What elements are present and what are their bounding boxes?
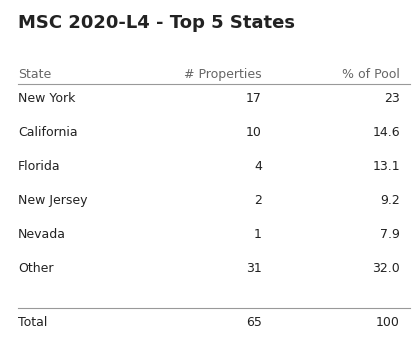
Text: 4: 4 bbox=[254, 160, 262, 173]
Text: 10: 10 bbox=[246, 126, 262, 139]
Text: California: California bbox=[18, 126, 78, 139]
Text: 14.6: 14.6 bbox=[373, 126, 400, 139]
Text: 32.0: 32.0 bbox=[372, 262, 400, 275]
Text: 13.1: 13.1 bbox=[373, 160, 400, 173]
Text: Florida: Florida bbox=[18, 160, 60, 173]
Text: % of Pool: % of Pool bbox=[342, 68, 400, 81]
Text: New Jersey: New Jersey bbox=[18, 194, 87, 207]
Text: New York: New York bbox=[18, 92, 75, 105]
Text: # Properties: # Properties bbox=[184, 68, 262, 81]
Text: 31: 31 bbox=[246, 262, 262, 275]
Text: State: State bbox=[18, 68, 51, 81]
Text: Total: Total bbox=[18, 316, 47, 329]
Text: 23: 23 bbox=[384, 92, 400, 105]
Text: 2: 2 bbox=[254, 194, 262, 207]
Text: 100: 100 bbox=[376, 316, 400, 329]
Text: Nevada: Nevada bbox=[18, 228, 66, 241]
Text: 7.9: 7.9 bbox=[380, 228, 400, 241]
Text: Other: Other bbox=[18, 262, 53, 275]
Text: 9.2: 9.2 bbox=[380, 194, 400, 207]
Text: 17: 17 bbox=[246, 92, 262, 105]
Text: 65: 65 bbox=[246, 316, 262, 329]
Text: 1: 1 bbox=[254, 228, 262, 241]
Text: MSC 2020-L4 - Top 5 States: MSC 2020-L4 - Top 5 States bbox=[18, 14, 295, 32]
